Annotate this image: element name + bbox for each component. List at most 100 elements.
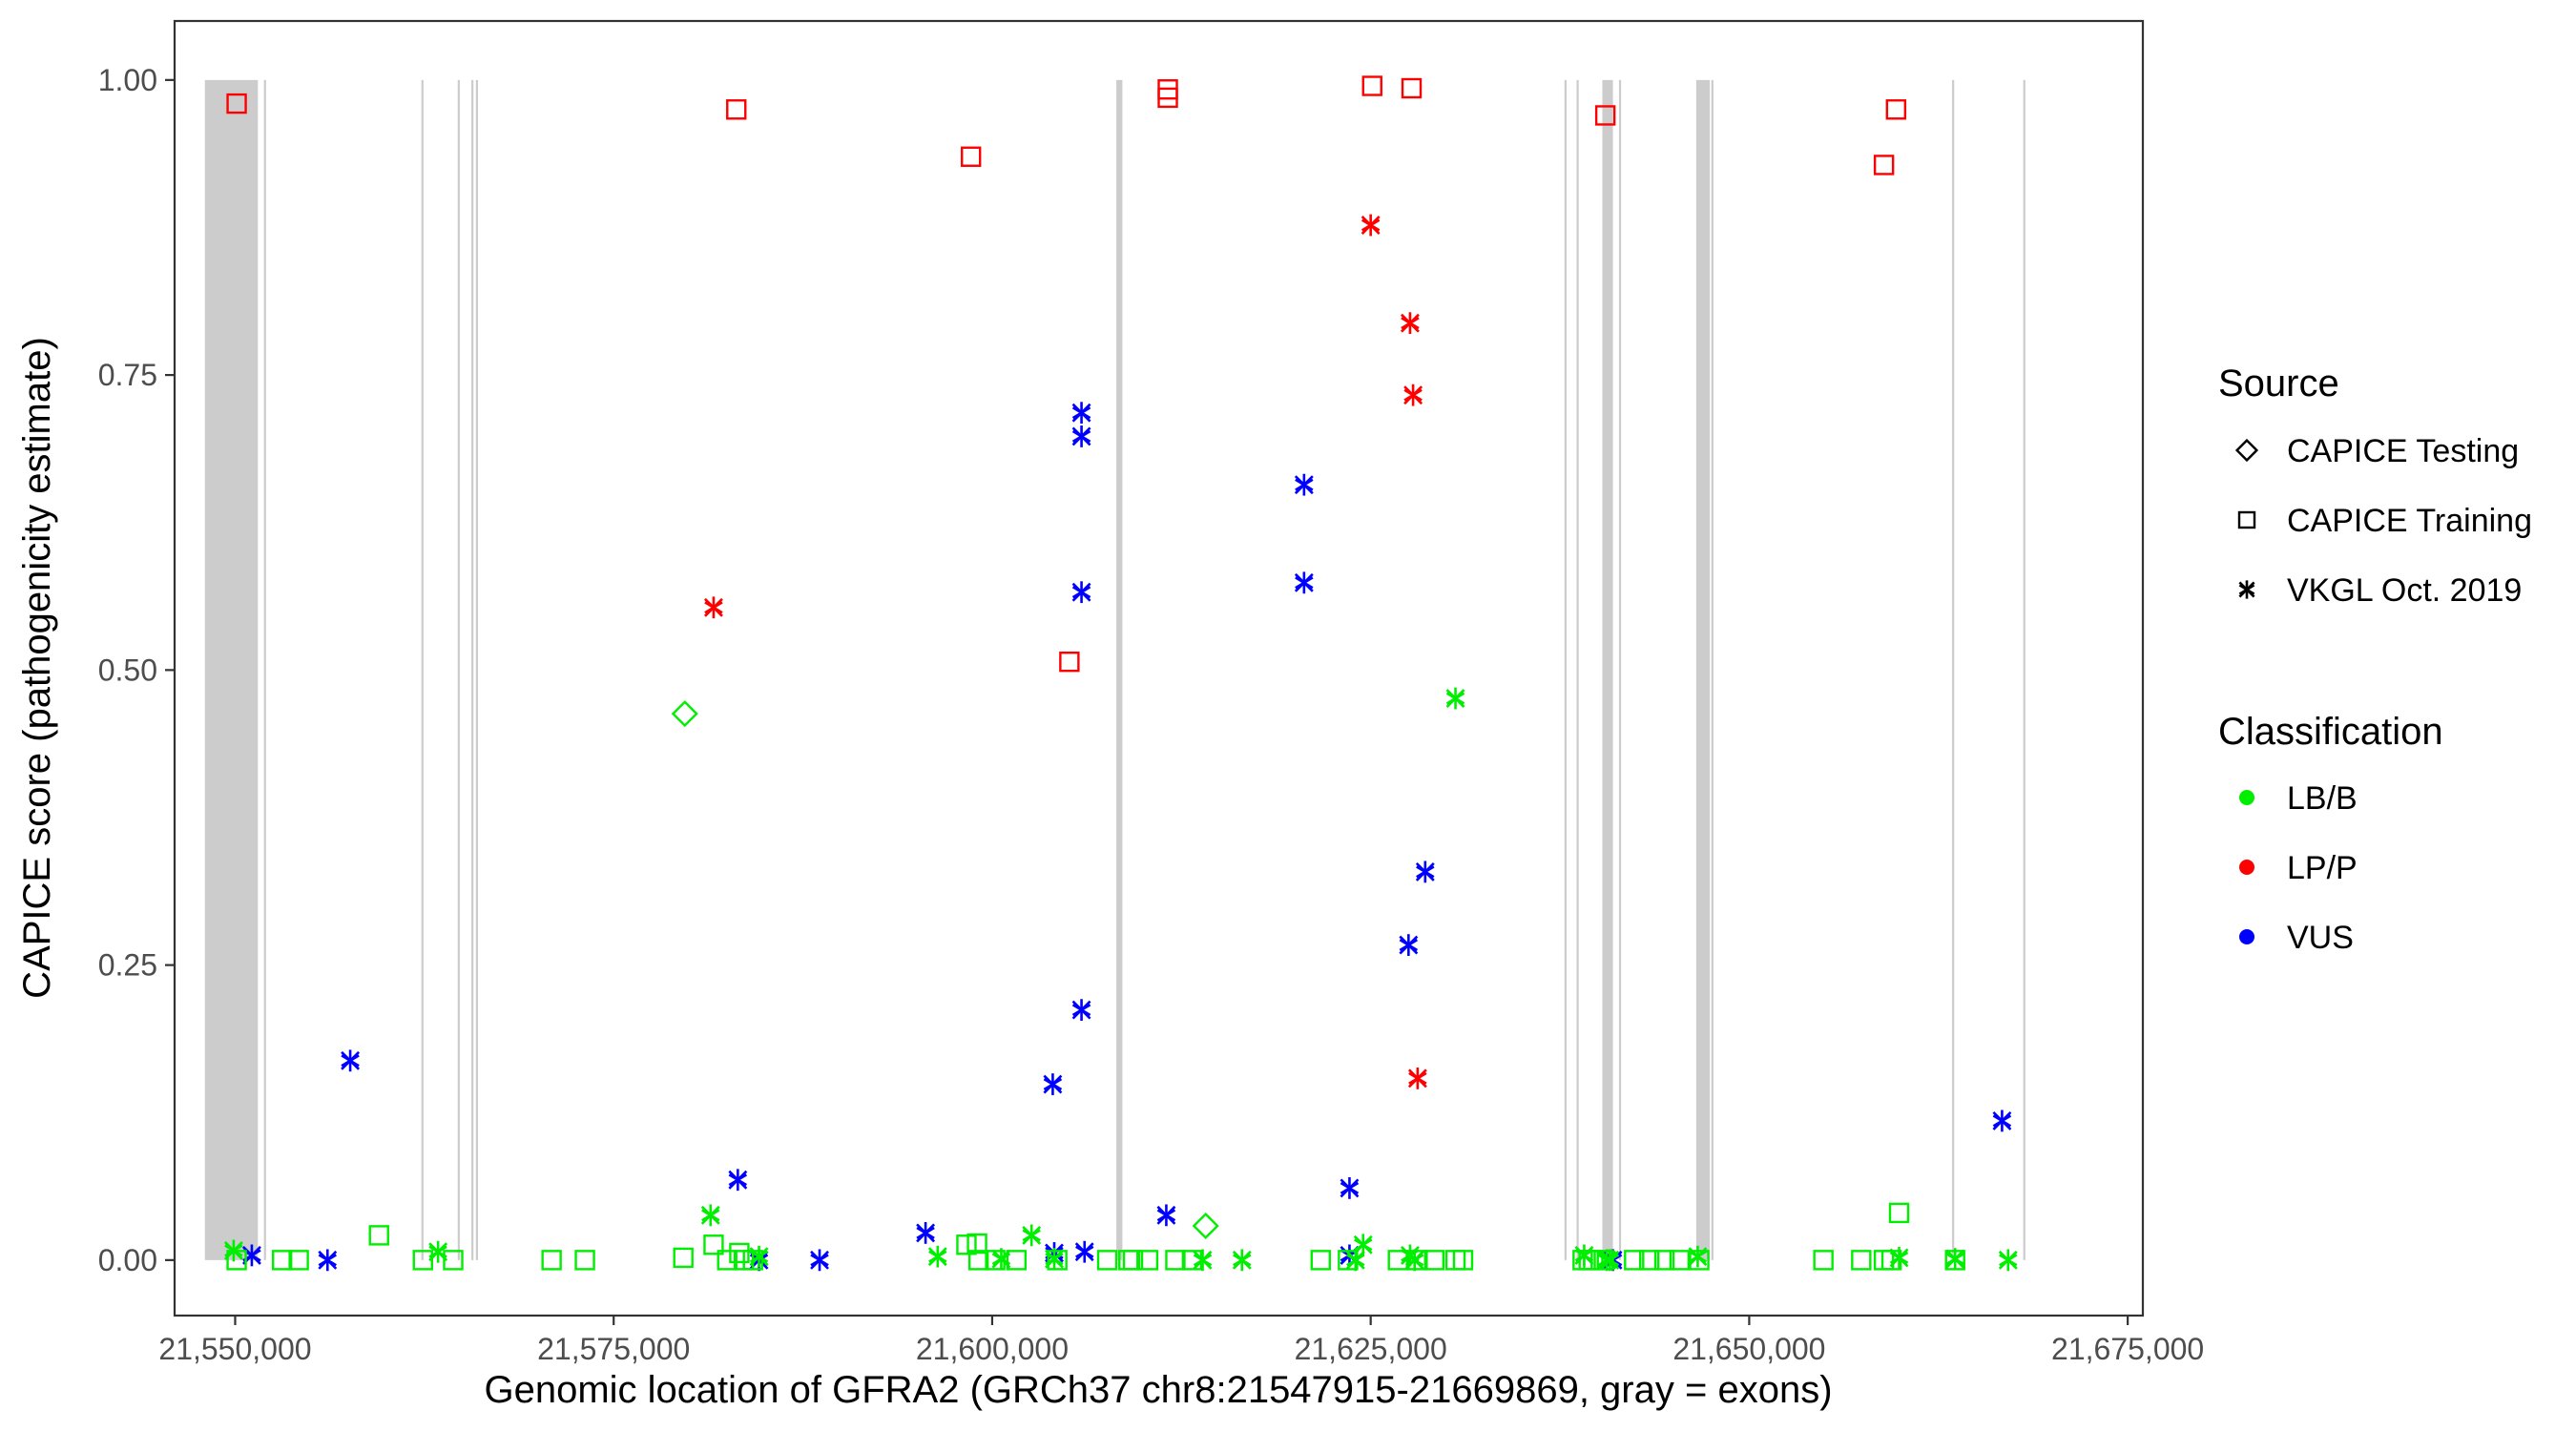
legend-source-items: CAPICE Testing CAPICE Training VKGL Oct. 2… bbox=[2234, 433, 2532, 609]
point-square bbox=[717, 1250, 737, 1271]
point-diamond bbox=[2234, 438, 2259, 463]
point-square bbox=[1401, 77, 1423, 99]
y-axis: 0.00 0.25 0.50 0.75 1.00 bbox=[98, 63, 175, 1277]
exon-band bbox=[471, 79, 474, 1260]
point-asterisk bbox=[318, 1249, 338, 1272]
point-asterisk bbox=[810, 1249, 829, 1272]
legend-classification-item: LP/P bbox=[2239, 850, 2358, 886]
point-square bbox=[1407, 1250, 1428, 1271]
point-square bbox=[1181, 1250, 1203, 1271]
point-square bbox=[1873, 155, 1895, 176]
exon-band bbox=[1602, 79, 1613, 1260]
point-square bbox=[1669, 1250, 1691, 1271]
exon-band bbox=[1695, 79, 1711, 1260]
point-square bbox=[966, 1233, 987, 1255]
y-tick-label: 0.25 bbox=[98, 948, 157, 983]
point-asterisk bbox=[1353, 1234, 1373, 1256]
point-asterisk bbox=[1407, 1067, 1427, 1089]
legend-source-item: CAPICE Training bbox=[2237, 503, 2532, 539]
exon-band bbox=[475, 79, 478, 1260]
y-axis-title: CAPICE score (pathogenicity estimate) bbox=[16, 337, 58, 999]
y-tick-label: 1.00 bbox=[98, 63, 157, 97]
point-square bbox=[412, 1250, 433, 1271]
point-square bbox=[288, 1250, 309, 1271]
point-square bbox=[1888, 1202, 1910, 1224]
point-asterisk bbox=[1998, 1249, 2018, 1272]
point-square bbox=[1047, 1250, 1068, 1271]
legend-color-dot bbox=[2239, 929, 2254, 944]
point-asterisk bbox=[341, 1049, 361, 1072]
x-axis-title: Genomic location of GFRA2 (GRCh37 chr8:2… bbox=[484, 1369, 1832, 1411]
point-square bbox=[1157, 79, 1178, 100]
point-square bbox=[541, 1250, 562, 1271]
point-square bbox=[1338, 1250, 1359, 1271]
exon-band bbox=[1711, 79, 1714, 1260]
legend-color-dot bbox=[2239, 860, 2254, 875]
point-diamond bbox=[1192, 1212, 1219, 1240]
point-asterisk bbox=[1361, 214, 1381, 237]
x-axis: 21,550,000 21,575,000 21,600,000 21,625,000… bbox=[158, 1316, 2204, 1366]
point-asterisk bbox=[1074, 1240, 1094, 1263]
legend-classification-item: VUS bbox=[2239, 920, 2354, 956]
legend-source-title: Source bbox=[2218, 363, 2339, 404]
point-square bbox=[967, 1250, 989, 1271]
point-square bbox=[703, 1234, 724, 1255]
data-points bbox=[223, 75, 2018, 1272]
point-asterisk bbox=[700, 1204, 720, 1227]
x-tick-label: 21,625,000 bbox=[1295, 1332, 1447, 1366]
legend-source-item: VKGL Oct. 2019 bbox=[2238, 572, 2522, 609]
point-square bbox=[1689, 1250, 1710, 1271]
exon-band bbox=[1116, 79, 1123, 1260]
plot-panel-border bbox=[173, 19, 2145, 1317]
point-asterisk bbox=[1399, 934, 1419, 956]
exon-band bbox=[1564, 79, 1567, 1260]
point-square bbox=[1880, 1250, 1902, 1271]
x-tick-label: 21,550,000 bbox=[158, 1332, 311, 1366]
point-square bbox=[1059, 651, 1080, 673]
point-square bbox=[226, 93, 247, 114]
point-asterisk bbox=[1403, 384, 1423, 406]
x-tick-label: 21,675,000 bbox=[2051, 1332, 2204, 1366]
point-square bbox=[1851, 1250, 1872, 1271]
point-asterisk bbox=[1232, 1249, 1252, 1272]
exon-band bbox=[2023, 79, 2025, 1260]
point-asterisk bbox=[1992, 1110, 2012, 1132]
point-asterisk bbox=[1294, 571, 1314, 594]
point-asterisk bbox=[1294, 473, 1314, 496]
point-asterisk bbox=[728, 1169, 748, 1192]
point-square bbox=[1813, 1250, 1834, 1271]
point-asterisk bbox=[704, 596, 723, 619]
point-square bbox=[1452, 1250, 1474, 1271]
point-asterisk bbox=[916, 1222, 936, 1244]
point-square bbox=[1594, 105, 1616, 126]
exon-bands bbox=[204, 79, 2025, 1260]
point-square bbox=[2237, 510, 2256, 529]
point-square bbox=[1593, 1250, 1614, 1271]
point-asterisk bbox=[1071, 581, 1091, 604]
point-square bbox=[742, 1250, 763, 1271]
point-square bbox=[673, 1247, 694, 1269]
exon-band bbox=[263, 79, 266, 1260]
exon-band bbox=[1576, 79, 1579, 1260]
point-asterisk bbox=[1043, 1073, 1063, 1095]
point-square bbox=[1423, 1250, 1445, 1271]
point-square bbox=[961, 146, 982, 167]
point-square bbox=[226, 1250, 247, 1271]
point-asterisk bbox=[2238, 580, 2255, 599]
legend-classification-item: LB/B bbox=[2239, 780, 2358, 817]
point-asterisk bbox=[1400, 312, 1420, 335]
point-asterisk bbox=[1600, 1249, 1620, 1272]
x-tick-label: 21,600,000 bbox=[916, 1332, 1069, 1366]
y-tick-label: 0.75 bbox=[98, 358, 157, 392]
point-square bbox=[271, 1250, 293, 1271]
point-square bbox=[1624, 1250, 1645, 1271]
legend-classification-title: Classification bbox=[2218, 711, 2443, 753]
point-square bbox=[1137, 1250, 1159, 1271]
point-square bbox=[985, 1250, 1006, 1271]
point-asterisk bbox=[927, 1245, 947, 1268]
point-square bbox=[1361, 75, 1382, 96]
point-asterisk bbox=[1193, 1249, 1213, 1272]
x-tick-label: 21,650,000 bbox=[1672, 1332, 1825, 1366]
